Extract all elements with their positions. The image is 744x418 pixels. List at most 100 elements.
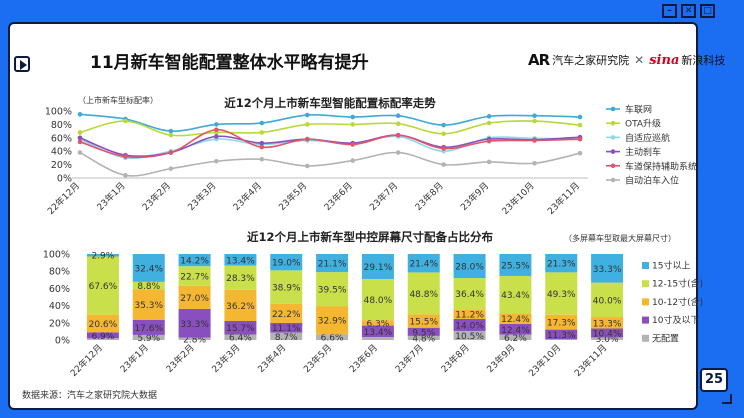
bar-data-label: 33.3% xyxy=(593,265,622,275)
bar-segment xyxy=(545,339,578,340)
line-xtick-label: 23年4月 xyxy=(231,180,264,213)
line-legend-label: 自动泊车入位 xyxy=(625,175,679,187)
line-point-4 xyxy=(168,150,174,155)
bar-segment xyxy=(224,254,257,266)
bar-ytick-label: 100% xyxy=(43,250,70,261)
line-point-1 xyxy=(395,121,401,127)
bar-xtick-label: 23年6月 xyxy=(347,342,380,375)
bar-segment xyxy=(86,314,119,333)
bar-segment xyxy=(499,254,532,276)
line-legend-marker xyxy=(610,177,616,183)
bar-data-label: 11.1% xyxy=(272,324,301,334)
bar-legend-label: 无配置 xyxy=(652,333,679,344)
bar-segment xyxy=(316,254,349,273)
line-ytick-label: 20% xyxy=(51,160,72,171)
bar-segment xyxy=(270,322,303,333)
bar-segment xyxy=(591,254,624,283)
autohome-logo-icon: AR xyxy=(528,51,550,69)
bar-segment xyxy=(407,254,440,273)
line-point-4 xyxy=(486,138,492,144)
bar-segment xyxy=(453,309,486,319)
line-point-1 xyxy=(168,132,174,138)
bar-segment xyxy=(86,254,119,257)
bar-segment xyxy=(453,330,486,340)
bar-legend-swatch xyxy=(642,316,649,324)
line-point-0 xyxy=(350,114,356,120)
bar-data-label: 2.9% xyxy=(91,252,114,262)
maximize-icon[interactable]: □ xyxy=(700,4,715,18)
bar-ytick-label: 60% xyxy=(49,284,70,295)
bar-data-label: 6.9% xyxy=(91,332,114,342)
bar-segment xyxy=(407,335,440,340)
line-point-4 xyxy=(395,132,401,138)
line-point-4 xyxy=(532,138,537,143)
bar-legend-label: 12-15寸(含) xyxy=(652,278,703,290)
bar-data-label: 12.4% xyxy=(501,326,530,336)
bar-segment xyxy=(499,275,532,314)
bar-data-label: 21.4% xyxy=(409,260,438,270)
bar-segment xyxy=(361,325,394,338)
bar-segment xyxy=(499,313,532,324)
line-point-1 xyxy=(532,118,537,124)
line-ytick-label: 0% xyxy=(57,174,72,185)
line-point-0 xyxy=(486,114,492,119)
line-point-1 xyxy=(441,131,446,137)
bar-segment xyxy=(178,337,211,340)
bar-segment xyxy=(224,320,257,335)
slide-panel xyxy=(8,22,698,410)
bar-data-label: 35.3% xyxy=(134,301,163,311)
line-point-0 xyxy=(77,112,83,117)
bar-data-label: 6.6% xyxy=(321,334,344,344)
page-number: 25 xyxy=(700,368,728,392)
bar-data-label: 21.1% xyxy=(318,260,347,270)
bar-segment xyxy=(545,254,578,273)
line-series-3 xyxy=(79,134,581,158)
bar-segment xyxy=(86,256,119,315)
minimize-icon[interactable]: – xyxy=(662,4,677,18)
brand-logos: AR 汽车之家研究院 ✕ sina 新浪科技 xyxy=(528,48,725,72)
bar-data-label: 28.3% xyxy=(226,274,255,284)
bar-data-label: 49.3% xyxy=(547,290,576,300)
line-xtick-label: 23年11月 xyxy=(545,180,582,217)
bar-data-label: 15.7% xyxy=(226,324,255,334)
line-xtick-label: 23年5月 xyxy=(276,180,309,213)
bar-segment xyxy=(132,334,165,340)
bar-segment xyxy=(545,314,578,330)
play-button[interactable] xyxy=(14,56,30,72)
bar-data-label: 11.3% xyxy=(547,331,576,341)
bar-xtick-label: 23年10月 xyxy=(526,342,563,379)
bar-chart-ylabel: （多屏幕车型取最大屏幕尺寸） xyxy=(564,233,676,243)
resize-handle-icon[interactable] xyxy=(722,394,732,404)
bar-segment xyxy=(178,254,211,267)
line-point-0 xyxy=(395,113,401,118)
source-note: 数据来源：汽车之家研究院大数据 xyxy=(22,391,158,401)
autohome-brand-name: 汽车之家研究院 xyxy=(552,54,630,67)
bar-data-label: 3.0% xyxy=(596,335,619,345)
bar-segment xyxy=(407,327,440,336)
bar-xtick-label: 23年2月 xyxy=(163,342,196,375)
bar-segment xyxy=(316,306,349,335)
bar-data-label: 4.8% xyxy=(412,334,435,344)
bar-data-label: 14.0% xyxy=(455,321,484,331)
line-xtick-label: 23年7月 xyxy=(367,180,400,213)
bar-segment xyxy=(178,285,211,309)
line-point-1 xyxy=(350,122,356,127)
bar-xtick-label: 23年3月 xyxy=(209,342,242,375)
bar-data-label: 8.8% xyxy=(137,282,160,292)
line-point-0 xyxy=(214,122,219,127)
bar-data-label: 2.8% xyxy=(183,335,206,345)
bar-ytick-label: 20% xyxy=(49,318,70,329)
bar-data-label: 43.4% xyxy=(501,291,530,301)
bar-ytick-label: 80% xyxy=(49,267,70,278)
bar-data-label: 39.5% xyxy=(318,286,347,296)
close-icon[interactable]: ✕ xyxy=(681,4,696,18)
sina-brand-name: 新浪科技 xyxy=(681,54,726,67)
line-point-1 xyxy=(304,122,310,127)
bar-xtick-label: 23年8月 xyxy=(438,342,471,375)
line-point-3 xyxy=(77,135,83,141)
line-legend-marker xyxy=(610,135,616,140)
line-legend-label: 车联网 xyxy=(625,104,652,116)
line-point-0 xyxy=(304,112,310,118)
